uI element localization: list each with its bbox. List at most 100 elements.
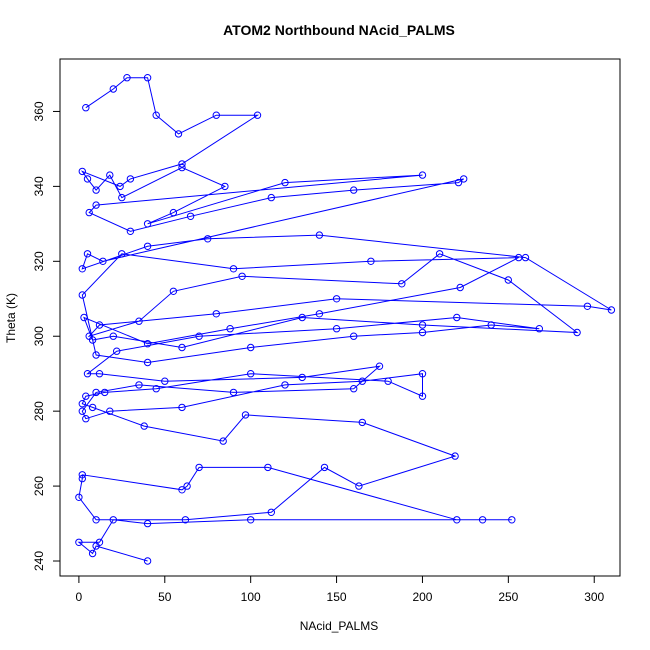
data-point bbox=[358, 377, 366, 385]
data-point bbox=[607, 306, 616, 314]
data-point bbox=[113, 347, 121, 355]
data-point bbox=[181, 516, 190, 524]
y-tick-label: 260 bbox=[32, 476, 46, 496]
data-point bbox=[332, 325, 341, 333]
data-point bbox=[135, 317, 143, 325]
data-point bbox=[535, 325, 543, 333]
x-tick-label: 100 bbox=[241, 590, 261, 604]
data-point bbox=[267, 193, 275, 202]
data-point bbox=[418, 171, 427, 179]
data-point bbox=[88, 403, 97, 412]
data-point bbox=[453, 516, 461, 524]
y-tick-label: 280 bbox=[32, 401, 46, 421]
data-point bbox=[116, 182, 124, 191]
data-point bbox=[281, 178, 289, 187]
data-point bbox=[226, 325, 234, 333]
data-point bbox=[109, 516, 118, 524]
data-point bbox=[75, 538, 83, 546]
data-series bbox=[75, 74, 616, 565]
data-point bbox=[174, 130, 183, 138]
series-line bbox=[77, 77, 612, 562]
data-point bbox=[143, 340, 152, 348]
data-point bbox=[178, 160, 186, 168]
data-point bbox=[350, 186, 358, 194]
y-tick-label: 320 bbox=[32, 251, 46, 271]
data-point bbox=[92, 201, 100, 209]
data-point bbox=[418, 321, 427, 329]
y-tick-label: 240 bbox=[32, 551, 46, 571]
data-point bbox=[135, 381, 143, 389]
data-point bbox=[123, 74, 131, 82]
data-point bbox=[229, 265, 238, 273]
data-point bbox=[82, 104, 90, 112]
data-point bbox=[78, 400, 87, 408]
data-point bbox=[418, 370, 427, 378]
x-tick-label: 150 bbox=[327, 590, 347, 604]
x-tick-label: 0 bbox=[76, 590, 83, 604]
data-point bbox=[487, 321, 495, 329]
data-point bbox=[454, 178, 463, 187]
data-point bbox=[298, 313, 306, 322]
data-point bbox=[75, 493, 83, 501]
data-point bbox=[92, 542, 100, 550]
data-point bbox=[83, 175, 92, 183]
data-point bbox=[315, 231, 324, 239]
data-point bbox=[375, 362, 384, 370]
data-point bbox=[453, 313, 461, 322]
data-point bbox=[247, 343, 255, 352]
data-point bbox=[229, 388, 238, 397]
data-point bbox=[583, 302, 592, 310]
y-axis-label: Theta (K) bbox=[4, 293, 18, 343]
y-tick-label: 360 bbox=[32, 101, 46, 121]
data-point bbox=[106, 171, 114, 179]
data-point bbox=[350, 332, 358, 340]
data-point bbox=[350, 385, 358, 393]
data-point bbox=[384, 377, 392, 385]
data-point bbox=[161, 377, 169, 385]
data-point bbox=[178, 163, 186, 172]
data-point bbox=[101, 388, 109, 397]
data-point bbox=[320, 463, 329, 472]
data-point bbox=[118, 193, 126, 202]
data-point bbox=[247, 516, 255, 524]
data-point bbox=[253, 111, 262, 119]
data-point bbox=[298, 373, 306, 382]
data-point bbox=[143, 74, 152, 82]
data-point bbox=[143, 519, 152, 528]
data-point bbox=[152, 385, 160, 393]
data-point bbox=[398, 280, 406, 288]
data-point bbox=[186, 212, 195, 221]
data-point bbox=[478, 516, 487, 524]
data-point bbox=[140, 422, 148, 430]
data-point bbox=[88, 336, 97, 344]
data-point bbox=[212, 111, 221, 119]
data-point bbox=[281, 381, 289, 389]
y-axis-ticks: 240 260 280 300 320 340 360 bbox=[32, 101, 61, 571]
data-point bbox=[456, 283, 464, 292]
x-tick-label: 300 bbox=[584, 590, 604, 604]
data-point bbox=[195, 332, 203, 340]
data-point bbox=[78, 471, 87, 479]
data-point bbox=[178, 403, 186, 412]
data-point bbox=[418, 392, 427, 400]
data-point bbox=[78, 291, 87, 299]
data-point bbox=[332, 295, 341, 303]
data-point bbox=[88, 549, 97, 558]
x-axis-ticks: 0 50 100 150 200 250 300 bbox=[76, 575, 605, 604]
data-point bbox=[169, 208, 178, 217]
data-point bbox=[169, 287, 178, 295]
data-point bbox=[78, 474, 87, 483]
data-point bbox=[508, 516, 516, 524]
data-point bbox=[82, 392, 90, 400]
x-axis-label: NAcid_PALMS bbox=[300, 619, 378, 633]
data-point bbox=[92, 186, 100, 194]
data-point bbox=[78, 167, 87, 176]
data-point bbox=[78, 265, 87, 273]
data-point bbox=[315, 310, 324, 318]
data-point bbox=[358, 418, 366, 427]
data-point bbox=[183, 482, 191, 490]
data-point bbox=[143, 220, 152, 228]
data-point bbox=[212, 310, 221, 318]
data-point bbox=[460, 175, 468, 183]
